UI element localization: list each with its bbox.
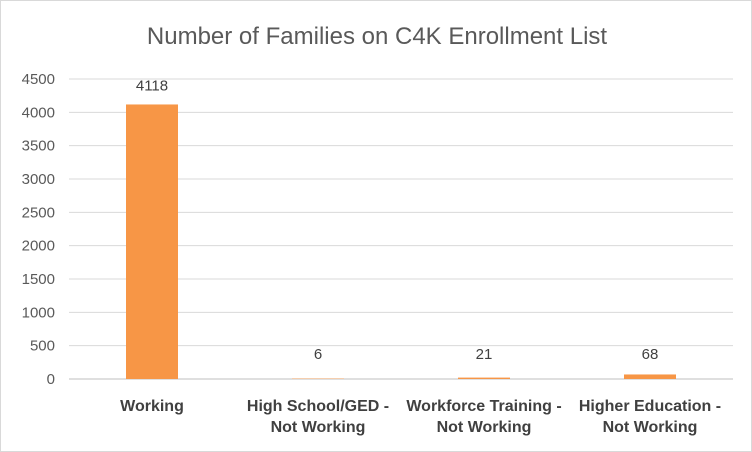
y-tick-label: 4000 xyxy=(22,104,55,121)
y-tick-label: 500 xyxy=(30,338,55,355)
data-label: 4118 xyxy=(136,77,168,94)
bar xyxy=(126,104,178,379)
data-label: 68 xyxy=(642,346,659,363)
category-label: Workforce Training -Not Working xyxy=(406,398,561,436)
y-tick-label: 4500 xyxy=(22,71,55,88)
y-tick-label: 3000 xyxy=(22,171,55,188)
y-axis-ticks: 0 500 1000 1500 2000 2500 3000 3500 4000 4500 xyxy=(22,71,55,388)
y-tick-label: 1500 xyxy=(22,271,55,288)
data-label: 6 xyxy=(314,346,322,363)
bar xyxy=(458,377,510,379)
y-tick-label: 0 xyxy=(47,371,55,388)
y-tick-label: 2500 xyxy=(22,204,55,221)
y-tick-label: 2000 xyxy=(22,238,55,255)
y-tick-label: 1000 xyxy=(22,304,55,321)
x-axis-categories: Working High School/GED -Not Working Workf… xyxy=(120,398,721,436)
category-label: Working xyxy=(120,398,184,415)
category-label: High School/GED -Not Working xyxy=(247,398,389,436)
data-label: 21 xyxy=(476,346,493,363)
y-tick-label: 3500 xyxy=(22,138,55,155)
category-label: Higher Education -Not Working xyxy=(579,398,721,436)
data-labels: 4118 6 21 68 xyxy=(136,77,658,363)
bar xyxy=(624,374,676,379)
gridlines xyxy=(69,78,733,380)
bars xyxy=(126,104,676,379)
chart-title: Number of Families on C4K Enrollment Lis… xyxy=(147,23,608,50)
